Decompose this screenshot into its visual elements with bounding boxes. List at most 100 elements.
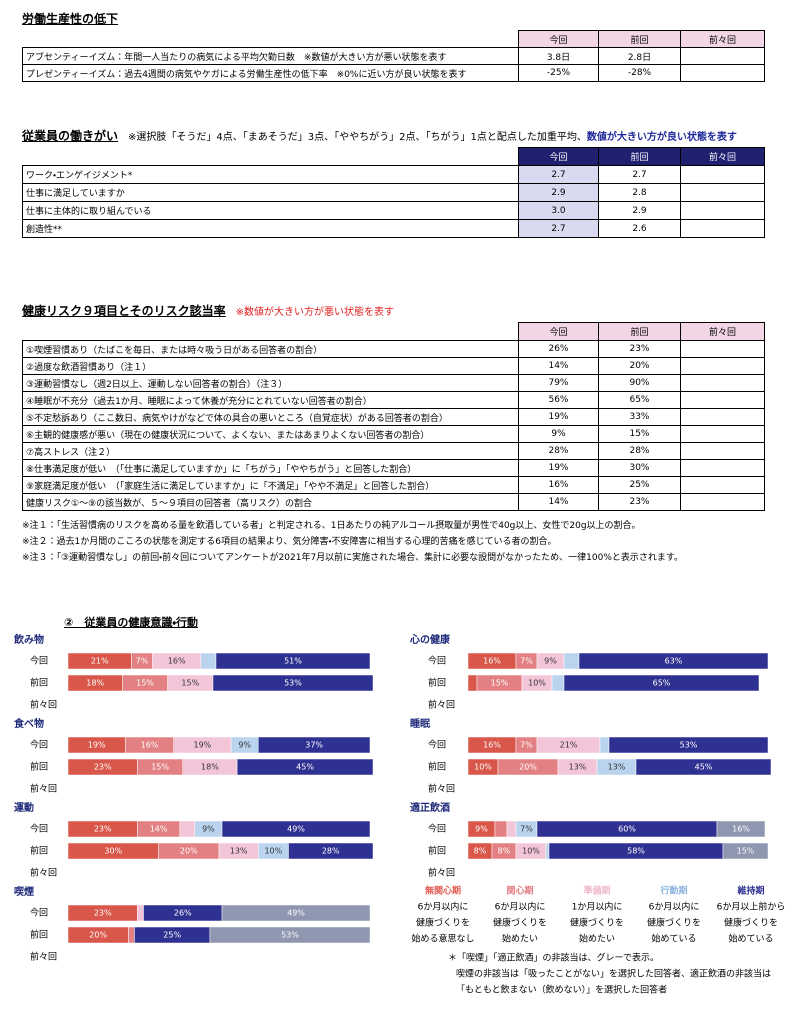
value-label: 9% (544, 657, 557, 666)
legend-text: 始めたい (579, 933, 615, 945)
table-value: 2.6 (598, 219, 681, 238)
value-label: 7% (520, 825, 533, 834)
bar-segment (599, 736, 610, 754)
chart-title: 食べ物 (14, 717, 44, 730)
bar-segment (608, 736, 769, 754)
legend-name: 無関心期 (425, 885, 461, 897)
row-label: 前回 (428, 677, 446, 689)
table-value: 3.8日 (518, 47, 599, 65)
value-label: 15% (151, 763, 169, 772)
bar-segment (551, 674, 565, 692)
row-label: ⑧仕事満足度が低い （「仕事に満足していますか」に「ちがう」「ややちがう」と回答… (22, 459, 519, 477)
value-label: 16% (168, 657, 186, 666)
chart-title: 適正飲酒 (410, 801, 450, 814)
value-label: 9% (238, 741, 251, 750)
legend-name: 関心期 (506, 885, 533, 897)
bar-segment (200, 652, 217, 670)
row-label: 今回 (30, 655, 48, 667)
bar-segment (288, 842, 374, 860)
bar-segment (137, 904, 144, 922)
row-label: ⑦高ストレス（注２） (22, 442, 519, 460)
table-value: 2.8日 (598, 47, 681, 65)
row-label: 前回 (428, 845, 446, 857)
section-title: 健康リスク９項目とそのリスク該当率 (22, 304, 226, 318)
value-label: 45% (695, 763, 713, 772)
bar-segment (506, 820, 517, 838)
chart-title: 心の健康 (409, 633, 450, 646)
legend-text: 健康づくりを (493, 917, 547, 929)
value-label: 53% (281, 931, 299, 940)
value-label: 23% (94, 825, 112, 834)
section-title: ② 従業員の健康意識・行動 (64, 616, 199, 629)
legend-text: 6か月以内に (495, 901, 546, 913)
row-label: 健康リスク①～⑨の該当数が、５～９項目の回答者（高リスク）の割合 (22, 493, 519, 511)
value-label: 13% (230, 847, 248, 856)
row-label: 前々回 (30, 783, 57, 795)
empty-cell (680, 442, 765, 460)
table-value: 56% (518, 391, 599, 409)
value-label: 21% (560, 741, 578, 750)
empty-cell (680, 425, 765, 443)
empty-cell (680, 340, 765, 358)
bar-segment (563, 674, 760, 692)
value-label: 13% (569, 763, 587, 772)
value-label: 51% (284, 657, 302, 666)
bar-segment (578, 652, 769, 670)
row-label: ②過度な飲酒習慣あり（注１） (22, 357, 519, 375)
empty-cell (680, 201, 765, 220)
empty-cell (680, 357, 765, 375)
section-heading: 健康リスク９項目とそのリスク該当率 ※数値が大きい方が悪い状態を表す (22, 302, 394, 319)
value-label: 26% (174, 909, 192, 918)
table-value: 28% (518, 442, 599, 460)
column-header: 今回 (518, 147, 599, 166)
value-label: 28% (322, 847, 340, 856)
value-label: 45% (296, 763, 314, 772)
empty-cell (680, 219, 765, 238)
row-label: 今回 (428, 739, 446, 751)
value-label: 53% (284, 679, 302, 688)
value-label: 60% (618, 825, 636, 834)
empty-cell (680, 493, 765, 511)
value-label: 10% (522, 847, 540, 856)
legend-text: 始めている (728, 933, 773, 945)
value-label: 21% (91, 657, 109, 666)
row-label: 前々回 (428, 867, 455, 879)
chart-title: 睡眠 (410, 717, 431, 730)
empty-cell (680, 183, 765, 202)
value-label: 19% (88, 741, 106, 750)
row-label: 前々回 (428, 783, 455, 795)
value-label: 49% (287, 825, 305, 834)
value-label: 16% (141, 741, 159, 750)
table-value: 23% (598, 493, 681, 511)
bar-segment (221, 820, 371, 838)
row-label: 仕事に主体的に取り組んでいる (22, 201, 519, 220)
column-header: 今回 (518, 322, 599, 341)
row-label: ④睡眠が不充分（過去1か月、睡眠によって休養が充分にとれていない回答者の割合） (22, 391, 519, 409)
chart-title: 飲み物 (13, 633, 44, 646)
note: 「もともと飲まない（飲めない）」を選択した回答者 (456, 984, 667, 996)
value-label: 7% (136, 657, 149, 666)
table-value: 65% (598, 391, 681, 409)
row-label: 仕事に満足していますか (22, 183, 519, 202)
section-note: ※数値が大きい方が悪い状態を表す (235, 307, 395, 318)
row-label: 前々回 (30, 699, 57, 711)
value-label: 7% (520, 741, 533, 750)
value-label: 16% (483, 657, 501, 666)
table-value: 25% (598, 476, 681, 494)
empty-cell (680, 47, 765, 65)
bar-segment (563, 652, 580, 670)
value-label: 16% (483, 741, 501, 750)
value-label: 15% (491, 679, 509, 688)
legend-text: 始める意思なし (411, 933, 474, 945)
bar-segment (635, 758, 772, 776)
value-label: 49% (287, 909, 305, 918)
footnote: ※注３：「③運動習慣なし」の前回・前々回についてアンケートが2021年7月以前に… (22, 553, 684, 563)
bar-segment (221, 904, 371, 922)
row-label: 今回 (428, 655, 446, 667)
value-label: 9% (475, 825, 488, 834)
row-label: アブセンティーイズム：年間一人当たりの病気による平均欠勤日数 ※数値が大きい方が… (22, 47, 519, 65)
row-label: 創造性** (22, 219, 519, 238)
note: ＊「喫煙」「適正飲酒」の非該当は、グレーで表示。 (448, 952, 659, 964)
value-label: 7% (520, 657, 533, 666)
legend-text: 健康づくりを (724, 917, 778, 929)
